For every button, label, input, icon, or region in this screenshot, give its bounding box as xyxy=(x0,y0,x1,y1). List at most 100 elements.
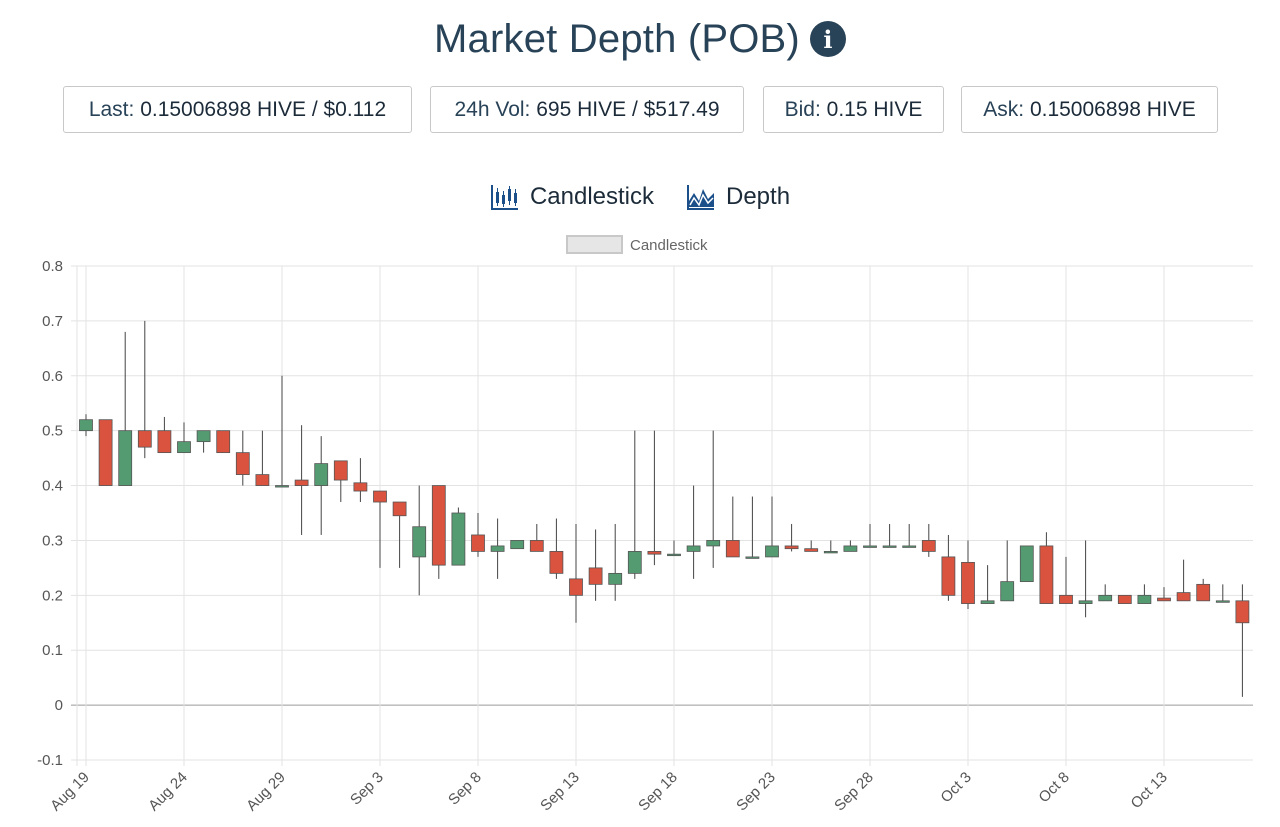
y-tick-label: 0.4 xyxy=(42,478,63,495)
candle[interactable] xyxy=(392,501,407,568)
candle[interactable] xyxy=(608,523,623,601)
candle-body xyxy=(784,545,799,550)
candle[interactable] xyxy=(549,518,564,579)
y-tick-label: 0.2 xyxy=(42,587,63,604)
candle-body xyxy=(961,561,975,604)
candle[interactable] xyxy=(373,490,387,568)
candle[interactable] xyxy=(196,430,211,453)
candle-body xyxy=(588,567,603,585)
candle[interactable] xyxy=(177,422,191,454)
candle[interactable] xyxy=(510,540,525,550)
candle[interactable] xyxy=(529,523,544,552)
candle[interactable] xyxy=(1078,540,1093,618)
candle-body xyxy=(294,479,309,486)
candle[interactable] xyxy=(647,430,662,566)
candle[interactable] xyxy=(294,425,309,535)
candle[interactable] xyxy=(823,540,838,554)
candle[interactable] xyxy=(1137,584,1152,604)
candle[interactable] xyxy=(686,485,701,579)
candle[interactable] xyxy=(843,540,858,552)
candle[interactable] xyxy=(471,513,485,557)
candle[interactable] xyxy=(863,523,877,548)
candle[interactable] xyxy=(765,496,779,558)
y-tick-label: 0.3 xyxy=(42,532,63,549)
candle[interactable] xyxy=(98,419,113,486)
candle[interactable] xyxy=(921,523,936,557)
candle[interactable] xyxy=(667,540,681,557)
candle-body xyxy=(1235,600,1250,624)
chart-legend[interactable]: Candlestick xyxy=(566,235,708,254)
candle[interactable] xyxy=(1098,584,1113,602)
candle[interactable] xyxy=(157,416,172,454)
candle[interactable] xyxy=(784,523,799,552)
candle[interactable] xyxy=(706,430,721,568)
tab-depth[interactable]: Depth xyxy=(686,183,790,211)
candle[interactable] xyxy=(1196,578,1211,602)
candle[interactable] xyxy=(255,430,270,486)
y-tick-label: 0.7 xyxy=(42,313,63,330)
tab-depth-label: Depth xyxy=(726,183,791,210)
stat-24h-vol-value: 695 HIVE / $517.49 xyxy=(536,97,720,121)
candle[interactable] xyxy=(353,458,368,503)
candle[interactable] xyxy=(137,320,152,459)
y-tick-label: 0.8 xyxy=(42,258,63,275)
candle-body xyxy=(314,463,329,486)
candle[interactable] xyxy=(882,523,897,548)
candle[interactable] xyxy=(1235,584,1250,697)
candle[interactable] xyxy=(569,523,583,623)
candle[interactable] xyxy=(412,485,427,596)
candle-body xyxy=(667,553,681,557)
candle[interactable] xyxy=(627,430,642,579)
x-tick-label: Aug 29 xyxy=(243,769,289,815)
candle[interactable] xyxy=(1039,532,1054,604)
candle[interactable] xyxy=(1000,540,1015,602)
candles xyxy=(79,320,1250,697)
candle[interactable] xyxy=(118,331,133,486)
candle[interactable] xyxy=(1176,559,1191,602)
candle-body xyxy=(647,551,662,555)
x-tick-label: Aug 24 xyxy=(145,769,191,815)
candle[interactable] xyxy=(1215,584,1230,603)
x-tick-label: Aug 19 xyxy=(47,769,93,815)
stat-bid-value: 0.15 HIVE xyxy=(826,97,923,121)
candle[interactable] xyxy=(216,430,231,454)
candle[interactable] xyxy=(941,534,956,601)
candle[interactable] xyxy=(314,436,329,535)
candle[interactable] xyxy=(902,523,917,548)
info-circle-icon[interactable]: i xyxy=(809,21,846,57)
candle[interactable] xyxy=(490,518,505,579)
candle-body xyxy=(1176,592,1191,602)
candle[interactable] xyxy=(980,565,995,604)
candle[interactable] xyxy=(804,540,819,552)
candle[interactable] xyxy=(333,460,348,503)
candle[interactable] xyxy=(1157,587,1171,602)
candle[interactable] xyxy=(235,430,250,486)
candle-body xyxy=(235,452,250,475)
candle[interactable] xyxy=(745,496,760,559)
y-axis-ticks: -0.1 0 0.1 0.2 0.3 0.4 0.5 0.6 0.7 0.8 xyxy=(37,258,63,769)
candle[interactable] xyxy=(1059,556,1073,604)
candle[interactable] xyxy=(79,414,93,437)
candle-body xyxy=(549,551,564,574)
candle[interactable] xyxy=(275,375,289,488)
candle[interactable] xyxy=(1019,545,1034,583)
stat-24h-vol-label: 24h Vol: xyxy=(454,97,531,121)
candle[interactable] xyxy=(961,540,975,610)
candle-body xyxy=(373,490,387,503)
x-tick-label: Sep 23 xyxy=(733,769,779,815)
candle-body xyxy=(608,572,623,585)
candle-body xyxy=(863,545,877,548)
candle[interactable] xyxy=(1117,594,1132,604)
candle-body xyxy=(1157,597,1171,602)
candle[interactable] xyxy=(588,529,603,601)
legend-label: Candlestick xyxy=(630,237,708,254)
stat-last-value: 0.15006898 HIVE / $0.112 xyxy=(140,97,387,121)
tab-candlestick[interactable]: Candlestick xyxy=(490,183,654,211)
candle[interactable] xyxy=(431,485,446,579)
candle-body xyxy=(725,540,740,558)
candle[interactable] xyxy=(451,507,466,566)
candle[interactable] xyxy=(725,496,740,558)
stat-ask-label: Ask: xyxy=(983,97,1025,121)
y-tick-label: 0.5 xyxy=(42,423,63,440)
candle-body xyxy=(431,485,446,566)
